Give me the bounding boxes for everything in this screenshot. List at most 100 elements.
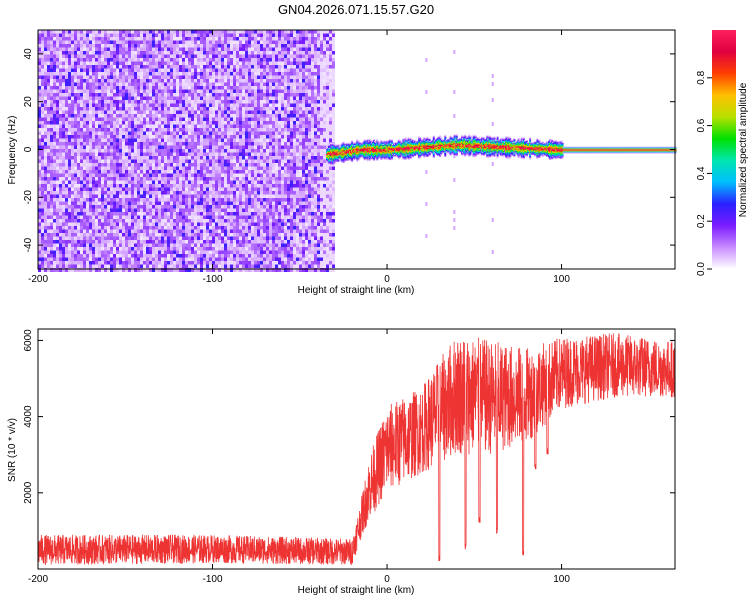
spectrogram-cell xyxy=(263,173,266,178)
spectrogram-cell xyxy=(155,138,158,143)
spectrogram-cell xyxy=(191,100,194,104)
spectrogram-cell xyxy=(59,138,62,143)
spectrogram-cell xyxy=(143,159,146,164)
spectrogram-cell xyxy=(302,30,305,34)
spectrogram-cell xyxy=(191,107,194,111)
spectrogram-cell xyxy=(266,65,269,69)
spectrogram-cell xyxy=(164,47,167,52)
spectrogram-cell xyxy=(116,201,119,206)
spectrogram-cell xyxy=(290,86,293,90)
spectrogram-cell xyxy=(56,194,59,199)
spectrogram-cell xyxy=(302,37,305,41)
spectrogram-cell xyxy=(239,79,242,83)
spectrogram-cell xyxy=(236,177,239,181)
spectrogram-cell xyxy=(65,107,68,111)
spectrogram-cell xyxy=(83,142,86,146)
spectrogram-cell xyxy=(71,79,74,83)
spectrogram-cell xyxy=(332,93,335,97)
spectrogram-cell xyxy=(314,142,317,146)
spectrogram-cell xyxy=(230,72,233,76)
spectrogram-cell xyxy=(188,86,191,90)
spectrogram-cell xyxy=(155,205,158,209)
spectrogram-cell xyxy=(245,201,248,206)
spectrogram-cell xyxy=(290,58,293,62)
spectrogram-cell xyxy=(116,156,119,160)
spectrogram-cell xyxy=(149,117,152,122)
spectrogram-cell xyxy=(239,37,242,41)
spectrogram-cell xyxy=(317,68,320,73)
spectrogram-cell xyxy=(302,72,305,76)
spectrogram-cell xyxy=(122,107,125,111)
spectrogram-cell xyxy=(293,51,296,55)
spectrogram-cell xyxy=(92,103,95,108)
spectrogram-cell xyxy=(116,187,119,192)
spectrogram-cell xyxy=(293,72,296,76)
spectrogram-cell xyxy=(182,142,185,146)
spectrogram-cell xyxy=(209,187,212,192)
spectrogram-cell xyxy=(92,166,95,171)
spectrogram-cell xyxy=(293,184,296,188)
spectrogram-cell xyxy=(296,51,299,55)
spectrogram-cell xyxy=(164,201,167,206)
spectrogram-cell xyxy=(68,198,71,202)
spectrogram-cell xyxy=(41,187,44,192)
spectrogram-cell xyxy=(278,96,281,101)
spectrogram-cell xyxy=(41,65,44,69)
spectrogram-cell xyxy=(326,201,329,206)
spectrogram-cell xyxy=(71,142,74,146)
spectrogram-cell xyxy=(188,103,191,108)
spectrogram-cell xyxy=(131,184,134,188)
spectrogram-cell xyxy=(251,44,254,48)
spectrogram-cell xyxy=(92,110,95,115)
spectrogram-cell xyxy=(263,149,266,153)
spectrogram-cell xyxy=(137,33,140,38)
spectrogram-cell xyxy=(254,142,257,146)
spectrogram-cell xyxy=(122,121,125,125)
spectrogram-cell xyxy=(230,138,233,143)
spectrogram-cell xyxy=(137,173,140,178)
spectrogram-cell xyxy=(242,149,245,153)
spectrogram-cell xyxy=(89,44,92,48)
spectrogram-cell xyxy=(227,40,230,45)
spectrogram-cell xyxy=(161,79,164,83)
spectrogram-cell xyxy=(224,40,227,45)
spectrogram-cell xyxy=(125,145,128,150)
spectrogram-cell xyxy=(107,149,110,153)
spectrogram-cell xyxy=(320,51,323,55)
spectrogram-cell xyxy=(218,184,221,188)
spectrogram-cell xyxy=(251,201,254,206)
spectrogram-cell xyxy=(230,51,233,55)
spectrogram-cell xyxy=(92,149,95,153)
spectrogram-cell xyxy=(86,37,89,41)
spectrogram-cell xyxy=(188,173,191,178)
spectrogram-cell xyxy=(272,44,275,48)
spectrogram-cell xyxy=(221,145,224,150)
spectrogram-cell xyxy=(308,96,311,101)
spectrogram-cell xyxy=(332,86,335,90)
spectrogram-cell xyxy=(56,198,59,202)
spectrogram-cell xyxy=(68,184,71,188)
spectrogram-cell xyxy=(323,201,326,206)
spectrogram-cell xyxy=(176,96,179,101)
spectrogram-cell xyxy=(191,51,194,55)
spectrogram-cell xyxy=(128,170,131,174)
spectrogram-cell xyxy=(212,145,215,150)
spectrogram-cell xyxy=(134,37,137,41)
spectrogram-cell xyxy=(227,173,230,178)
spectrogram-cell xyxy=(308,170,311,174)
spectrogram-cell xyxy=(314,170,317,174)
spectrogram-cell xyxy=(278,173,281,178)
spectrogram-cell xyxy=(245,135,248,139)
spectrogram-cell xyxy=(131,194,134,199)
spectrogram-cell xyxy=(281,93,284,97)
spectrogram-cell xyxy=(290,40,293,45)
spectrogram-cell xyxy=(290,142,293,146)
spectrogram-cell xyxy=(227,54,230,59)
spectrogram-cell xyxy=(65,177,68,181)
spectrogram-cell xyxy=(83,114,86,118)
spectrogram-cell xyxy=(131,54,134,59)
spectrogram-cell xyxy=(263,121,266,125)
spectrogram-cell xyxy=(47,149,50,153)
spectrogram-cell xyxy=(206,37,209,41)
spectrogram-cell xyxy=(38,145,41,150)
